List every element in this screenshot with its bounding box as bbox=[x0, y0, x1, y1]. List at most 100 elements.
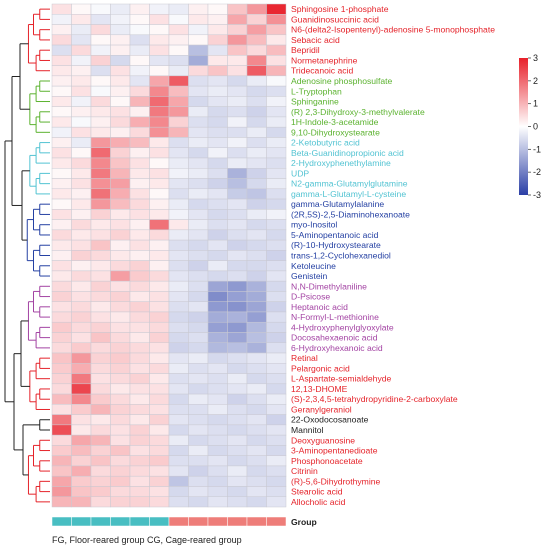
heatmap-cell bbox=[266, 414, 287, 426]
heatmap-cell bbox=[227, 311, 248, 323]
heatmap-cell bbox=[71, 434, 92, 446]
heatmap-cell bbox=[227, 321, 248, 333]
heatmap-cell bbox=[51, 147, 72, 159]
heatmap-cell bbox=[149, 178, 170, 190]
heatmap-cell bbox=[227, 178, 248, 190]
heatmap-cell bbox=[51, 106, 72, 118]
heatmap-cell bbox=[129, 116, 150, 128]
heatmap-cell bbox=[227, 414, 248, 426]
heatmap-cell bbox=[51, 280, 72, 292]
heatmap-cell bbox=[207, 126, 228, 138]
heatmap-cell bbox=[188, 75, 209, 87]
heatmap-cell bbox=[90, 96, 111, 107]
heatmap-cell bbox=[129, 393, 150, 405]
heatmap-cell bbox=[266, 55, 287, 66]
heatmap-cell bbox=[51, 434, 72, 446]
heatmap-cell bbox=[246, 465, 267, 477]
heatmap-cell bbox=[266, 321, 287, 333]
heatmap-cell bbox=[188, 280, 209, 292]
heatmap-cell bbox=[266, 301, 287, 313]
heatmap-cell bbox=[51, 250, 72, 261]
heatmap-cell bbox=[266, 198, 287, 210]
heatmap-cell bbox=[227, 116, 248, 128]
heatmap-cell bbox=[51, 167, 72, 179]
heatmap-cell bbox=[168, 455, 189, 467]
heatmap-cell bbox=[188, 188, 209, 200]
heatmap-cell bbox=[90, 34, 111, 46]
heatmap-cell bbox=[129, 424, 150, 436]
heatmap-cell bbox=[90, 260, 111, 272]
heatmap-cell bbox=[51, 116, 72, 128]
heatmap-cell bbox=[129, 496, 150, 508]
heatmap-cell bbox=[90, 188, 111, 200]
heatmap-cell bbox=[51, 486, 72, 497]
heatmap-cell bbox=[110, 414, 131, 426]
heatmap-cell bbox=[110, 167, 131, 179]
group-cell-cg bbox=[168, 516, 189, 527]
heatmap-cell bbox=[110, 239, 131, 251]
heatmap-cell bbox=[110, 260, 131, 272]
heatmap-cell bbox=[188, 342, 209, 354]
heatmap-cell bbox=[207, 229, 228, 241]
heatmap-cell bbox=[168, 270, 189, 282]
heatmap-cell bbox=[188, 147, 209, 159]
heatmap-cell bbox=[90, 455, 111, 467]
heatmap-cell bbox=[51, 291, 72, 302]
heatmap-cell bbox=[51, 321, 72, 333]
heatmap-cell bbox=[188, 24, 209, 36]
heatmap-cell bbox=[71, 445, 92, 456]
legend-tick-label: 0 bbox=[533, 122, 538, 132]
heatmap-cell bbox=[71, 178, 92, 190]
heatmap-cell bbox=[246, 342, 267, 354]
heatmap-cell bbox=[266, 219, 287, 231]
row-label: N-Formyl-L-methionine bbox=[291, 312, 379, 322]
heatmap-cell bbox=[246, 24, 267, 36]
heatmap-cell bbox=[227, 270, 248, 282]
heatmap-cell bbox=[246, 434, 267, 446]
heatmap-cell bbox=[71, 311, 92, 323]
heatmap-cell bbox=[90, 167, 111, 179]
row-label: Docosahexaenoic acid bbox=[291, 333, 378, 343]
row-label: Genistein bbox=[291, 271, 328, 281]
row-label: Adenosine phosphosulfate bbox=[291, 76, 393, 86]
heatmap-cell bbox=[129, 475, 150, 487]
heatmap-cell bbox=[207, 157, 228, 169]
heatmap-cell bbox=[246, 44, 267, 56]
heatmap-cell bbox=[207, 198, 228, 210]
heatmap-cell bbox=[71, 414, 92, 426]
heatmap-cell bbox=[266, 475, 287, 487]
heatmap-cell bbox=[129, 229, 150, 241]
heatmap-cell bbox=[71, 229, 92, 241]
heatmap-cell bbox=[51, 3, 72, 15]
heatmap-cell bbox=[188, 55, 209, 66]
heatmap-cell bbox=[227, 486, 248, 497]
heatmap-cell bbox=[71, 363, 92, 374]
heatmap-cell bbox=[71, 209, 92, 220]
heatmap-cell bbox=[149, 24, 170, 36]
heatmap-cell bbox=[90, 14, 111, 25]
heatmap-cell bbox=[71, 167, 92, 179]
row-label: trans-1,2-Cyclohexanediol bbox=[291, 251, 391, 261]
heatmap-cell bbox=[149, 44, 170, 56]
row-label: gamma-L-Glutamyl-L-cysteine bbox=[291, 189, 406, 199]
heatmap-cell bbox=[110, 291, 131, 302]
heatmap-cell bbox=[168, 352, 189, 364]
row-label: Heptanoic acid bbox=[291, 302, 348, 312]
heatmap-cell bbox=[149, 75, 170, 87]
group-cell-cg bbox=[266, 516, 287, 527]
heatmap-cell bbox=[149, 342, 170, 354]
heatmap-cell bbox=[188, 486, 209, 497]
heatmap-cell bbox=[71, 321, 92, 333]
heatmap-cell bbox=[110, 96, 131, 107]
heatmap-cell bbox=[207, 167, 228, 179]
heatmap-cell bbox=[149, 414, 170, 426]
heatmap-cell bbox=[227, 209, 248, 220]
heatmap-cell bbox=[71, 85, 92, 97]
heatmap-cell bbox=[149, 475, 170, 487]
heatmap-cell bbox=[149, 332, 170, 344]
heatmap-cell bbox=[129, 96, 150, 107]
heatmap-cell bbox=[207, 311, 228, 323]
heatmap-cell bbox=[90, 270, 111, 282]
heatmap-cell bbox=[110, 126, 131, 138]
